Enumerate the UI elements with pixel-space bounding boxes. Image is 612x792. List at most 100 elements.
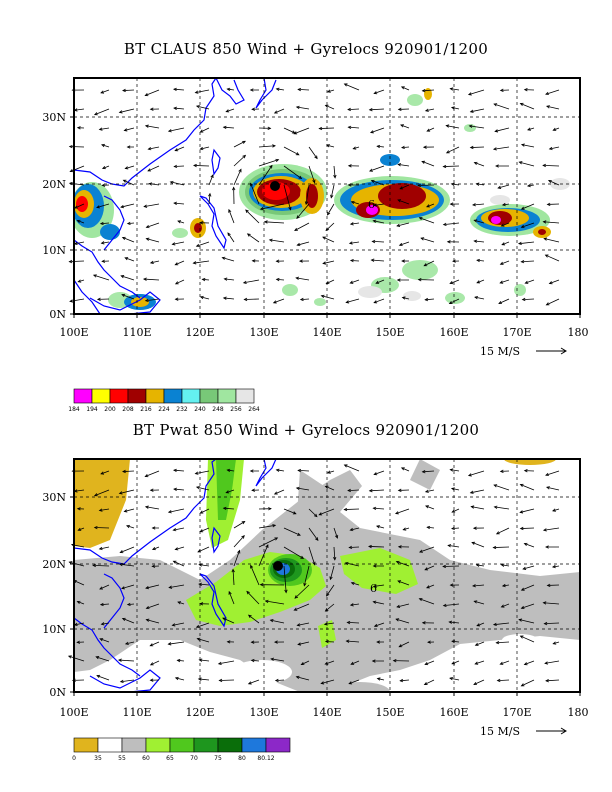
wind-vector <box>200 146 210 150</box>
wind-vector-head <box>520 587 525 591</box>
wind-vector <box>243 279 260 284</box>
cloud-cluster-130e <box>239 164 327 220</box>
wind-vector-head <box>368 107 373 112</box>
wind-vector-head <box>121 617 126 621</box>
wind-vector <box>500 279 510 284</box>
wind-vector <box>301 660 310 665</box>
wind-vector-head <box>548 281 553 285</box>
wind-vector <box>223 507 235 510</box>
colorbar-swatch <box>91 388 111 404</box>
wind-vector <box>298 470 310 472</box>
wind-vector-head <box>272 524 277 528</box>
wind-vector <box>424 660 435 665</box>
wind-vector-head <box>100 90 105 94</box>
wind-vector-head <box>519 510 524 514</box>
wind-vector <box>223 126 235 129</box>
wind-vector-head <box>126 221 131 226</box>
wind-vector <box>477 259 485 262</box>
wind-vector-head <box>329 576 333 581</box>
wind-vector-head <box>475 563 480 567</box>
wind-vector <box>520 635 535 643</box>
wind-vector <box>174 202 185 205</box>
wind-vector-head <box>492 545 497 550</box>
wind-vector-head <box>401 296 406 300</box>
wind-vector <box>475 660 485 665</box>
wind-vector <box>174 165 185 167</box>
wind-vector <box>552 565 560 568</box>
wind-vector-head <box>324 639 329 644</box>
wind-vector <box>344 464 360 472</box>
wind-vector <box>283 508 296 515</box>
wind-vector-head <box>472 526 477 530</box>
wind-vector <box>519 619 535 624</box>
wind-vector <box>308 527 319 541</box>
vector-scale-arrow <box>536 347 567 355</box>
wind-vector-head <box>93 493 98 497</box>
wind-vector <box>370 127 385 133</box>
wind-vector-head <box>325 227 330 232</box>
wind-vector <box>424 565 435 571</box>
wind-vector <box>101 622 110 625</box>
wind-vector <box>399 184 410 190</box>
wind-vector <box>99 546 110 550</box>
wind-vector-head <box>197 677 202 681</box>
wind-vector-head <box>144 473 149 478</box>
x-tick-label: 170E <box>502 326 531 339</box>
wind-vector-head <box>318 512 323 516</box>
wind-vector-head <box>275 158 280 163</box>
wind-vector <box>451 508 460 513</box>
wind-vector <box>294 584 310 599</box>
colorbar-swatch <box>235 388 255 404</box>
wind-vector-head <box>194 471 199 475</box>
wind-vector-head <box>313 513 318 518</box>
wind-vector <box>173 527 185 531</box>
wind-vector <box>496 641 510 644</box>
wind-vector-head <box>347 164 352 168</box>
x-tick-label: 150E <box>375 706 404 719</box>
wind-vector <box>99 584 110 590</box>
wind-vector-head <box>120 204 125 209</box>
wind-vector-head <box>172 528 177 532</box>
wind-vector-head <box>101 143 105 148</box>
wind-vector <box>371 259 385 262</box>
wind-vector <box>443 165 460 167</box>
wind-vector-head <box>126 524 130 529</box>
wind-vector <box>233 550 240 567</box>
wind-vector <box>319 508 335 516</box>
wind-vector-head <box>546 202 551 207</box>
wind-vector-head <box>542 163 547 168</box>
wind-vector <box>522 298 535 300</box>
wind-vector <box>308 165 316 183</box>
wind-vector-head <box>299 297 304 302</box>
wind-vector-head <box>400 86 405 90</box>
x-tick-label: 130E <box>249 326 278 339</box>
wind-vector-head <box>501 202 506 207</box>
wind-vector <box>173 107 185 110</box>
wind-vector <box>175 677 185 681</box>
wind-vector-head <box>450 182 455 186</box>
wind-vector <box>300 298 310 300</box>
colorbar-swatch <box>217 388 237 404</box>
wind-vector-head <box>520 259 525 264</box>
wind-vector <box>330 565 335 580</box>
colorbar-label: 80 <box>238 755 246 762</box>
wind-vector-head <box>272 300 277 304</box>
wind-vector <box>519 161 535 167</box>
wind-vector-head <box>124 257 129 261</box>
wind-vector <box>218 660 235 665</box>
wind-vector <box>258 524 276 529</box>
wind-vector-head <box>151 546 156 551</box>
wind-vector-head <box>242 280 247 284</box>
colorbar-label: 75 <box>214 755 222 762</box>
wind-vector-head <box>195 243 200 248</box>
wind-vector-head <box>199 295 204 300</box>
wind-vector-head <box>427 640 431 644</box>
wind-vector-head <box>375 280 380 284</box>
wind-vector-head <box>395 560 400 564</box>
wind-vector-head <box>376 677 381 681</box>
wind-vector <box>350 222 360 225</box>
wind-vector-head <box>96 205 100 209</box>
x-tick-label: 180 <box>568 706 589 719</box>
colorbar-label: 256 <box>230 406 242 413</box>
wind-vector-head <box>68 259 73 264</box>
